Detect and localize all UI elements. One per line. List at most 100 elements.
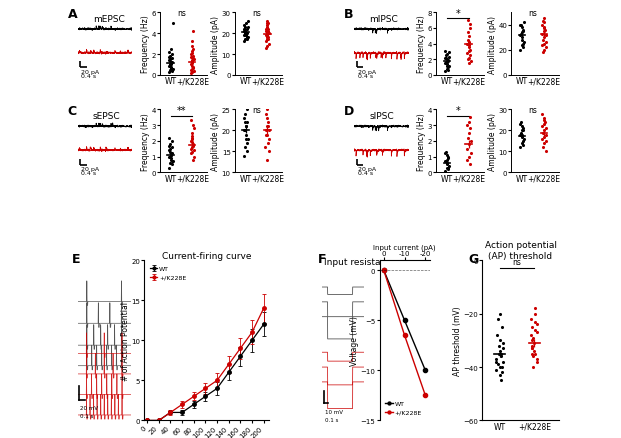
Point [464, 119, 474, 126]
Point [187, 60, 197, 67]
Point [515, 144, 525, 151]
Text: 0.1 s: 0.1 s [80, 413, 94, 418]
Text: D: D [344, 105, 355, 118]
Point [516, 22, 526, 29]
Point [532, 329, 542, 336]
Text: ns: ns [252, 9, 261, 18]
Point [464, 141, 474, 148]
Point [263, 43, 273, 50]
Point [530, 311, 540, 318]
Line: WT: WT [382, 268, 427, 373]
Point [165, 62, 175, 69]
Point [165, 141, 175, 148]
Point [168, 56, 178, 63]
Point [187, 48, 197, 55]
Point [242, 31, 252, 38]
Point [261, 39, 271, 46]
Point [541, 45, 551, 52]
Point [442, 157, 452, 164]
Point [527, 343, 537, 350]
Point [495, 364, 505, 371]
Point [464, 55, 474, 62]
Point [165, 160, 175, 167]
X-axis label: Input current (pA): Input current (pA) [373, 244, 436, 251]
Point [166, 65, 176, 72]
Point [465, 45, 474, 52]
Point [188, 28, 198, 35]
Point [539, 121, 549, 128]
Point [537, 42, 546, 49]
Point [188, 141, 198, 148]
Point [527, 337, 537, 344]
Point [444, 49, 454, 57]
Point [164, 58, 174, 65]
Point [242, 140, 252, 147]
Point [168, 138, 178, 145]
Line: +/K228E: +/K228E [382, 268, 427, 398]
Point [188, 69, 197, 76]
Point [497, 353, 507, 360]
Y-axis label: Amplitude (pA): Amplitude (pA) [487, 113, 497, 170]
Point [465, 21, 475, 28]
Point [530, 350, 540, 357]
Point [519, 126, 528, 133]
Point [263, 37, 273, 44]
Y-axis label: AP threshold (mV): AP threshold (mV) [453, 306, 462, 375]
Point [265, 136, 274, 143]
Point [515, 132, 525, 139]
Text: *: * [456, 9, 460, 19]
Point [243, 136, 253, 143]
Point [538, 144, 548, 151]
Point [186, 151, 196, 158]
Point [517, 25, 527, 32]
Point [187, 43, 197, 50]
Point [189, 57, 199, 64]
Point [188, 65, 198, 72]
Text: ns: ns [528, 106, 537, 115]
Point [519, 20, 529, 27]
Point [528, 353, 538, 360]
Point [537, 31, 547, 38]
Point [262, 20, 272, 27]
Point [498, 358, 508, 365]
Point [527, 350, 537, 357]
Point [466, 162, 476, 169]
Point [517, 37, 527, 44]
Point [188, 137, 197, 144]
Point [188, 46, 198, 53]
Point [443, 58, 453, 65]
Text: E: E [72, 253, 81, 266]
Legend: WT, +/K228E: WT, +/K228E [147, 264, 189, 283]
Text: **: ** [177, 106, 186, 116]
Point [242, 26, 252, 33]
Point [261, 22, 271, 29]
Point [492, 316, 502, 323]
Point [527, 316, 537, 323]
Point [262, 157, 272, 164]
Point [186, 146, 196, 153]
Point [186, 62, 196, 69]
Point [263, 132, 273, 139]
Point [262, 32, 272, 39]
Point [465, 47, 475, 54]
Point [466, 58, 476, 65]
Point [517, 140, 527, 147]
Point [262, 24, 272, 31]
Point [260, 144, 270, 151]
Point [519, 40, 529, 47]
Point [463, 29, 473, 36]
Title: Action potential
(AP) threshold: Action potential (AP) threshold [484, 240, 556, 260]
Point [166, 46, 176, 53]
Point [443, 67, 453, 74]
Point [166, 155, 176, 162]
Point [165, 59, 175, 66]
Point [238, 22, 248, 29]
WT [422, 368, 429, 373]
Text: 20 pA: 20 pA [358, 167, 376, 172]
Point [239, 28, 249, 35]
Point [187, 50, 197, 57]
Point [530, 305, 540, 312]
Point [493, 361, 503, 368]
Point [463, 37, 473, 44]
Text: 0.4 s: 0.4 s [81, 74, 96, 79]
